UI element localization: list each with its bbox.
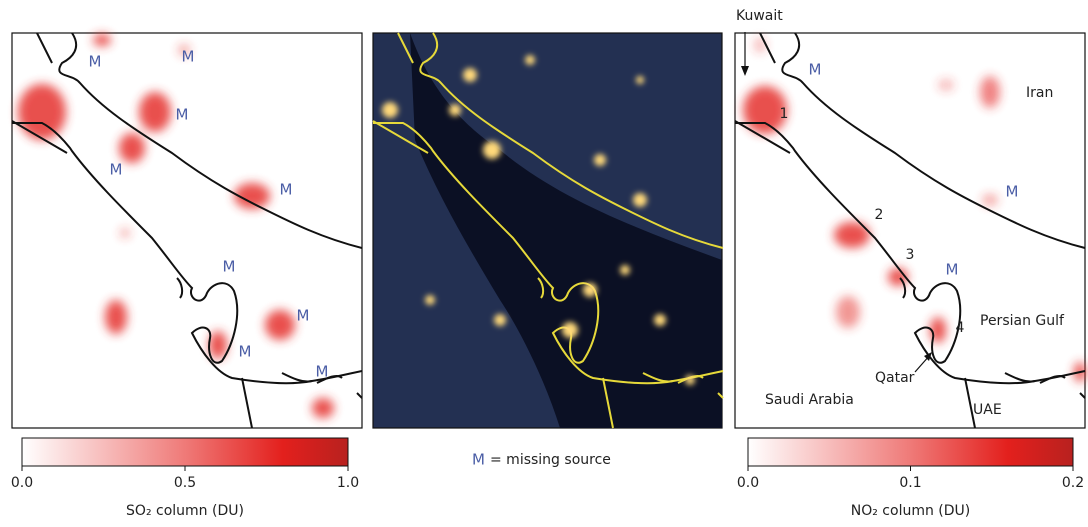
missing-source-marker: M [176, 106, 189, 124]
night-lights-map [373, 33, 723, 428]
colorbar-tick-label: 0.2 [1062, 475, 1084, 491]
place-name: UAE [973, 402, 1002, 418]
colorbar [748, 438, 1073, 466]
source-number: 4 [956, 320, 965, 336]
colorbar-tick-label: 0.5 [174, 475, 196, 491]
colorbar-tick-label: 0.0 [11, 475, 33, 491]
colorbar [22, 438, 348, 466]
missing-source-marker: M [946, 261, 959, 279]
missing-source-marker: M [1006, 183, 1019, 201]
legend-text: = missing source [490, 452, 611, 468]
place-name: Persian Gulf [980, 313, 1065, 329]
missing-source-marker: M [182, 48, 195, 66]
missing-source-marker: M [89, 53, 102, 71]
place-name: Kuwait [736, 8, 783, 24]
legend-symbol: M [472, 451, 485, 469]
missing-source-marker: M [110, 161, 123, 179]
missing-source-marker: M [297, 307, 310, 325]
colorbar-tick-label: 0.0 [737, 475, 759, 491]
so2-map [12, 33, 362, 428]
colorbar-label: NO₂ column (DU) [851, 503, 971, 519]
missing-source-marker: M [223, 258, 236, 276]
place-name: Iran [1026, 85, 1053, 101]
missing-source-marker: M [239, 343, 252, 361]
missing-source-marker: M [316, 363, 329, 381]
colorbar-label: SO₂ column (DU) [126, 503, 244, 519]
source-number: 2 [875, 207, 884, 223]
colorbar-tick-label: 1.0 [337, 475, 359, 491]
missing-source-marker: M [809, 61, 822, 79]
source-number: 1 [780, 106, 789, 122]
missing-source-marker: M [280, 181, 293, 199]
place-name: Saudi Arabia [765, 392, 854, 408]
figure: M M M M M M M M M M M M 1 2 3 4 Kuwait Iran Persian Gulf Qa… [0, 0, 1088, 523]
colorbar-tick-label: 0.1 [899, 475, 921, 491]
place-name: Qatar [875, 370, 915, 386]
source-number: 3 [906, 247, 915, 263]
